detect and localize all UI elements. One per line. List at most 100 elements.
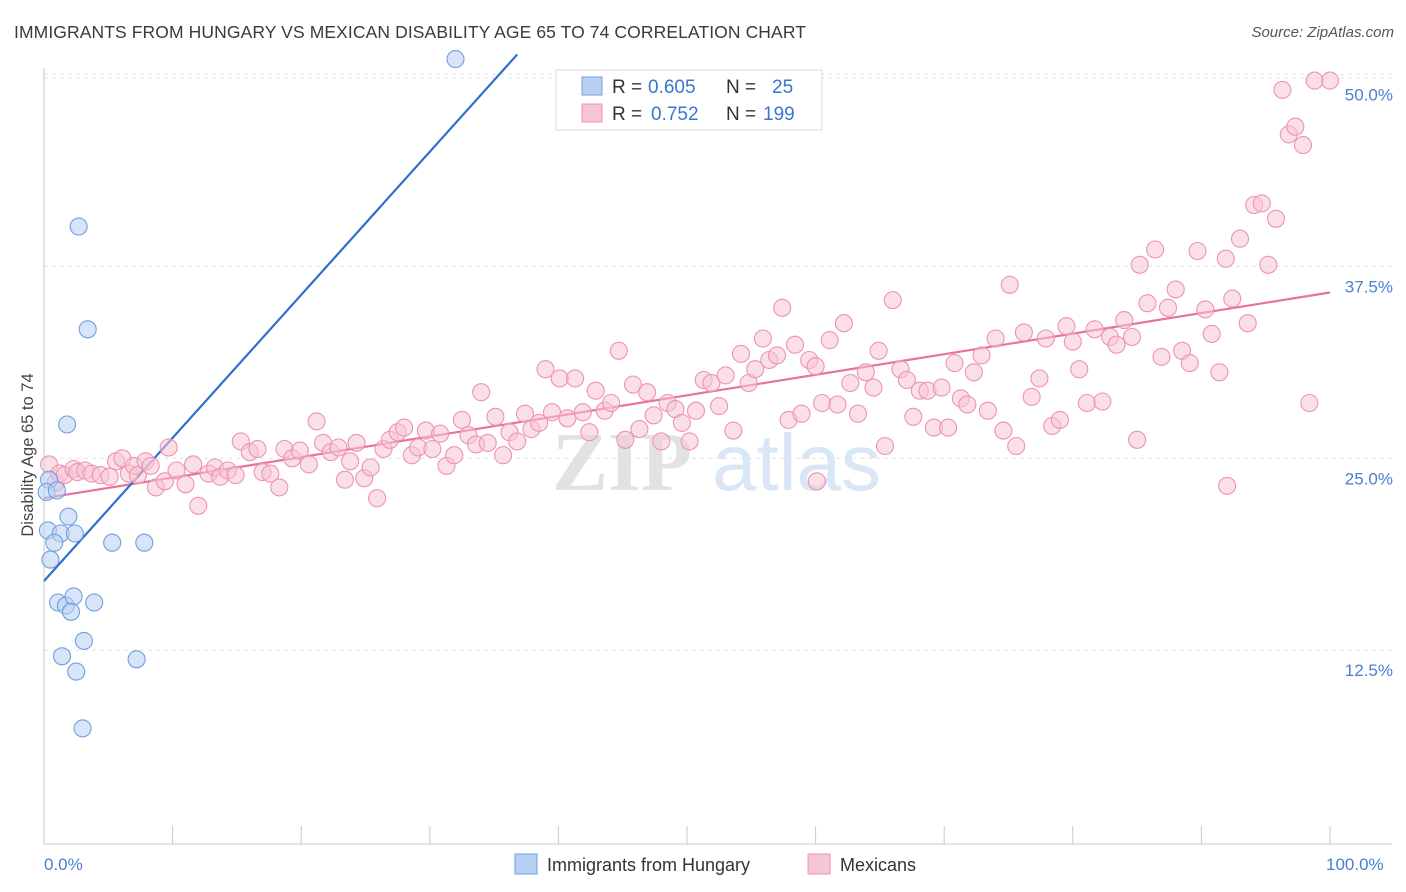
y-tick-label: 37.5% [1345,277,1393,296]
point-mexicans [423,439,442,459]
point-mexicans [1122,327,1142,347]
point-mexicans [1166,280,1185,299]
point-mexicans [638,383,657,402]
point-mexicans [558,409,577,428]
point-mexicans [573,403,592,422]
point-mexicans [1000,275,1019,294]
point-mexicans [1188,241,1207,261]
point-mexicans [753,329,772,348]
point-hungary [78,320,97,339]
point-mexicans [1305,71,1324,90]
point-mexicans [329,438,348,457]
point-mexicans [724,421,743,440]
point-mexicans [1152,347,1171,366]
point-mexicans [290,441,309,460]
point-mexicans [904,407,923,426]
x-tick-label-max: 100.0% [1326,855,1384,874]
stats-r-value-hungary: 0.605 [648,77,696,98]
point-hungary [103,533,122,552]
point-mexicans [1007,436,1026,456]
y-tick-label: 25.0% [1345,469,1393,488]
point-mexicans [623,375,643,394]
point-mexicans [932,378,951,397]
stats-r-value-mexicans: 0.752 [651,104,699,125]
point-mexicans [530,413,549,432]
point-mexicans [652,432,671,451]
point-mexicans [1128,430,1147,449]
y-tick-label: 50.0% [1345,86,1393,105]
point-mexicans [978,401,997,420]
point-mexicans [702,373,721,393]
point-hungary [59,507,78,526]
point-mexicans [1180,354,1199,373]
point-hungary [47,481,66,500]
point-hungary [58,415,77,434]
point-mexicans [1063,332,1082,351]
point-mexicans [644,406,663,425]
point-mexicans [508,432,527,451]
point-mexicans [1130,255,1149,274]
point-mexicans [1093,392,1112,411]
point-mexicans [972,346,991,365]
point-mexicans [299,455,318,474]
stats-legend: R = 0.605 N = 25 R = 0.752 N = 199 [555,69,823,131]
point-mexicans [586,381,605,400]
trend-line-hungary [43,53,519,582]
stats-n-value-hungary: 25 [772,77,793,98]
point-mexicans [472,383,491,402]
point-mexicans [1202,324,1221,343]
point-mexicans [226,466,245,485]
bottom-legend-label-hungary: Immigrants from Hungary [547,855,750,875]
point-mexicans [1070,360,1089,379]
point-mexicans [431,424,450,443]
point-mexicans [1230,229,1250,248]
point-mexicans [864,378,883,397]
point-mexicans [1138,294,1157,313]
chart-source: Source: ZipAtlas.com [1251,24,1394,41]
trend-line-mexicans [43,291,1331,500]
trend-lines [43,53,1331,582]
point-mexicans [958,395,977,414]
point-mexicans [820,331,839,350]
stats-legend-swatch-hungary [581,76,603,96]
point-mexicans [159,438,178,457]
bottom-legend: Immigrants from Hungary Mexicans [514,853,916,875]
watermark-zip: ZIP [552,416,692,509]
point-mexicans [1218,476,1237,495]
point-mexicans [1300,393,1319,413]
point-mexicans [486,407,505,426]
point-mexicans [731,344,751,363]
point-mexicans [897,370,916,390]
point-hungary [67,662,86,681]
point-mexicans [856,363,875,382]
point-mexicans [167,461,186,480]
point-mexicans [515,404,535,423]
point-mexicans [335,470,354,489]
point-mexicans [155,472,174,491]
y-axis-title: Disability Age 65 to 74 [19,373,37,536]
point-mexicans [176,475,195,494]
point-mexicans [716,366,735,385]
point-mexicans [445,446,464,465]
point-mexicans [869,341,888,360]
point-mexicans [746,360,765,379]
point-mexicans [1196,300,1215,319]
point-mexicans [128,466,147,485]
point-mexicans [994,421,1013,440]
point-mexicans [964,363,983,382]
point-mexicans [536,360,555,379]
point-mexicans [616,430,635,449]
x-tick-label-min: 0.0% [44,855,83,874]
point-mexicans [773,298,792,317]
point-mexicans [602,393,621,413]
point-mexicans [307,412,326,431]
point-mexicans [452,410,471,429]
point-mexicans [1115,311,1134,330]
point-mexicans [841,373,860,393]
point-mexicans [767,346,787,365]
point-mexicans [248,439,267,459]
point-mexicans [785,335,805,354]
point-mexicans [1036,329,1055,348]
point-mexicans [834,314,853,333]
